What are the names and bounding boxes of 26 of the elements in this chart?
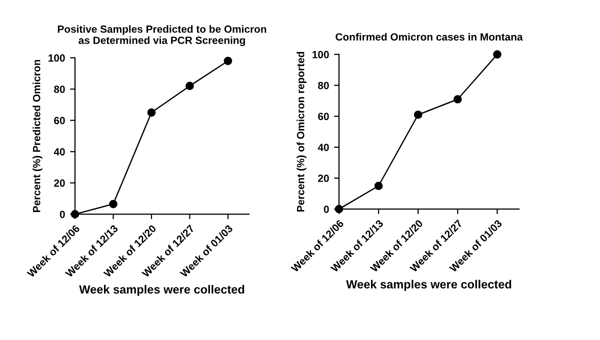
y-tick-label: 40	[318, 144, 329, 152]
y-tick-label: 20	[54, 179, 65, 187]
point	[186, 82, 194, 90]
y-axis-title: Percent (%) Predicted Omicron	[32, 60, 42, 212]
y-tick-label: 60	[318, 112, 329, 120]
y-tick-label: 80	[54, 86, 65, 93]
y-tick-label: 80	[318, 82, 329, 90]
y-tick-label: 0	[324, 206, 329, 213]
y-axis-title: Percent (%) of Omicron reported	[296, 52, 306, 212]
chart-title: Positive Samples Predicted to be Omicron as Determined via PCR Screening	[58, 25, 266, 46]
point	[147, 108, 156, 117]
point	[374, 182, 383, 190]
y-tick-label: 0	[60, 210, 65, 218]
point	[414, 110, 422, 119]
point	[493, 50, 502, 59]
y-tick-label: 20	[318, 174, 329, 182]
y-tick-label: 60	[54, 116, 65, 124]
y-tick-label: 40	[54, 148, 65, 156]
x-axis-title: Week samples were collected	[79, 284, 244, 296]
x-axis-title: Week samples were collected	[346, 280, 512, 291]
point	[454, 95, 462, 104]
point	[224, 56, 232, 66]
point	[109, 200, 118, 208]
y-tick-label: 100	[312, 50, 329, 58]
y-tick-label: 100	[48, 54, 65, 62]
chart-title: Confirmed Omicron cases in Montana	[336, 32, 523, 41]
